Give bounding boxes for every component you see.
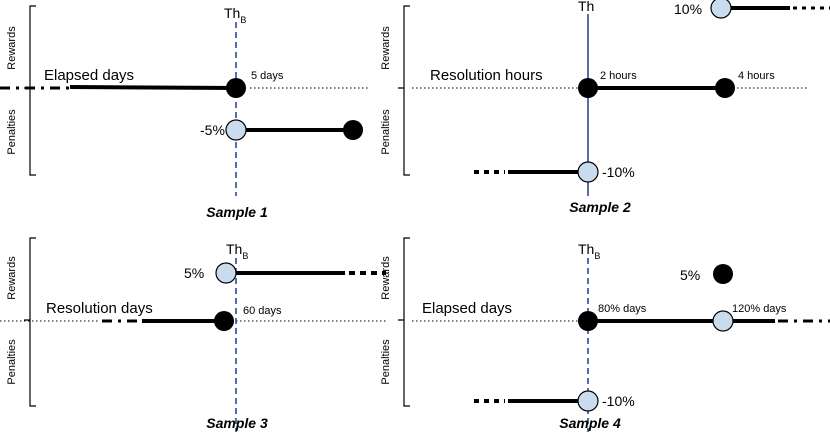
point-label: 120% days: [732, 303, 787, 315]
axis-label: Resolution hours: [430, 67, 543, 84]
panel-sample-2: Rewards Penalties Resolution hours Th 2 …: [380, 0, 830, 215]
penalty-percent-label: -5%: [200, 122, 225, 138]
panel-caption: Sample 3: [206, 415, 268, 431]
bracket: [398, 237, 410, 407]
filled-point: [578, 78, 598, 98]
point-label: 2 hours: [600, 70, 637, 82]
filled-point: [715, 78, 735, 98]
open-point: [225, 119, 247, 141]
axis-label: Elapsed days: [422, 300, 512, 317]
reward-line: [69, 85, 237, 90]
threshold-label: ThB: [226, 241, 248, 261]
point-label: 80% days: [598, 303, 647, 315]
panel-caption: Sample 4: [559, 415, 621, 431]
open-point: [710, 0, 732, 19]
bracket: [24, 5, 36, 176]
rewards-side-label: Rewards: [380, 256, 392, 300]
panel-sample-4: Rewards Penalties Elapsed days ThB 80% d…: [380, 237, 830, 432]
point-label: 60 days: [243, 305, 282, 317]
penalties-side-label: Penalties: [380, 109, 392, 155]
reward-percent-label: 10%: [674, 1, 702, 17]
open-point: [215, 262, 237, 284]
filled-point: [713, 264, 733, 284]
penalty-percent-label: -10%: [602, 164, 635, 180]
axis-label: Elapsed days: [44, 67, 134, 84]
open-point: [577, 161, 599, 183]
threshold-label: ThB: [578, 241, 600, 261]
panel-caption: Sample 2: [569, 199, 631, 215]
filled-point: [343, 120, 363, 140]
panel-caption: Sample 1: [206, 204, 268, 220]
bracket: [398, 5, 410, 176]
axis-label: Resolution days: [46, 300, 153, 317]
bracket: [24, 237, 36, 407]
panel-sample-1: Rewards Penalties Elapsed days ThB 5 day…: [0, 5, 370, 220]
rewards-side-label: Rewards: [6, 26, 18, 70]
point-label: 4 hours: [738, 70, 775, 82]
penalties-side-label: Penalties: [380, 339, 392, 385]
reward-percent-label: 5%: [184, 265, 204, 281]
penalties-side-label: Penalties: [6, 339, 18, 385]
threshold-label: ThB: [224, 5, 246, 25]
rewards-side-label: Rewards: [6, 256, 18, 300]
rewards-side-label: Rewards: [380, 26, 392, 70]
panel-sample-3: Rewards Penalties Resolution days ThB 60…: [0, 237, 386, 432]
threshold-label: Th: [578, 0, 594, 14]
filled-point: [578, 311, 598, 331]
reward-percent-label: 5%: [680, 267, 700, 283]
penalty-percent-label: -10%: [602, 393, 635, 409]
filled-point: [226, 78, 246, 98]
open-point: [577, 390, 599, 412]
point-label: 5 days: [251, 70, 284, 82]
filled-point: [214, 311, 234, 331]
penalties-side-label: Penalties: [6, 109, 18, 155]
open-point: [712, 310, 734, 332]
